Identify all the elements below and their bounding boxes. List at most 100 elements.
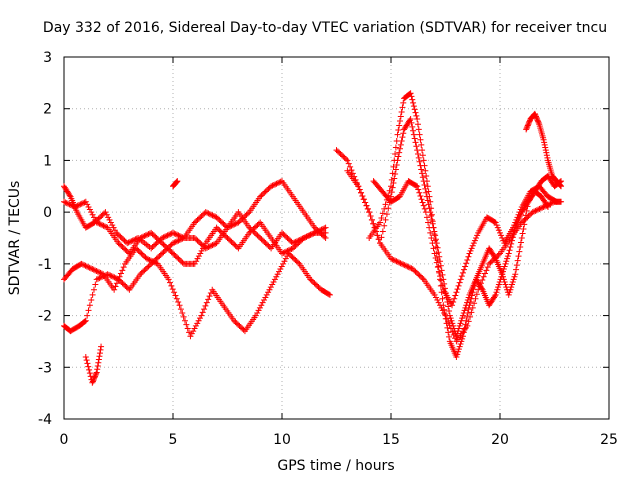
data-point [194, 320, 201, 327]
data-point [497, 229, 503, 236]
data-point [377, 219, 384, 226]
data-point [205, 210, 212, 217]
data-point [62, 199, 69, 206]
data-point [497, 276, 504, 283]
data-point [201, 306, 208, 313]
data-point [255, 220, 262, 227]
data-point [413, 112, 420, 119]
data-point [463, 260, 470, 267]
data-point [231, 317, 238, 324]
data-point [217, 218, 224, 225]
data-point [412, 109, 419, 116]
data-point [336, 149, 343, 156]
data-point [444, 324, 451, 331]
data-point [236, 322, 243, 329]
data-point [205, 296, 212, 303]
data-point [504, 255, 511, 262]
data-point [446, 312, 453, 319]
data-point [543, 149, 550, 156]
data-point [433, 259, 440, 266]
data-point [510, 224, 517, 231]
data-point [86, 366, 93, 373]
data-point [103, 224, 110, 231]
data-point [219, 219, 226, 226]
data-point [308, 277, 315, 284]
data-point [194, 255, 201, 262]
data-point [418, 141, 425, 148]
data-point [89, 266, 96, 273]
data-point [120, 236, 127, 243]
data-point [168, 282, 175, 289]
data-point [355, 183, 362, 190]
data-point [412, 139, 419, 146]
data-point [480, 273, 487, 280]
data-point [392, 166, 399, 173]
data-point [459, 335, 466, 342]
data-point [153, 255, 160, 262]
data-point [209, 242, 216, 249]
data-point [420, 157, 427, 164]
data-point [315, 227, 322, 234]
data-point [95, 220, 102, 227]
data-point [396, 122, 403, 129]
data-point [197, 214, 204, 221]
data-point [492, 291, 499, 298]
data-point [78, 260, 85, 267]
data-point [503, 258, 510, 265]
data-point [157, 238, 164, 245]
data-point [470, 240, 477, 247]
data-point [432, 236, 439, 243]
data-point [423, 214, 430, 221]
y-tick-label: -3 [38, 360, 52, 376]
data-point [440, 302, 447, 309]
data-point [273, 180, 280, 187]
data-point [283, 233, 290, 240]
data-point [462, 263, 469, 270]
data-point [505, 250, 512, 257]
data-point [137, 235, 144, 241]
data-point [96, 220, 103, 227]
data-point [310, 230, 317, 237]
data-point [499, 235, 506, 241]
y-axis-label: SDTVAR / TECUs [7, 181, 23, 296]
data-point [462, 321, 469, 328]
data-point [437, 273, 444, 280]
data-point [97, 274, 104, 281]
data-point [451, 295, 458, 302]
data-point [171, 251, 178, 258]
data-point [411, 106, 418, 113]
data-point [279, 250, 285, 257]
y-tick-label: -1 [38, 257, 52, 273]
data-point [82, 198, 89, 205]
data-point [95, 215, 102, 222]
data-point [531, 110, 538, 117]
data-point [266, 286, 273, 293]
data-point [409, 123, 416, 130]
data-point [220, 231, 227, 238]
data-point [495, 281, 502, 288]
data-point [171, 289, 178, 296]
data-point [494, 286, 501, 293]
data-point [174, 238, 181, 245]
data-point [366, 209, 373, 216]
data-point [155, 236, 162, 243]
data-point [172, 253, 179, 260]
data-point [150, 232, 157, 239]
data-point [192, 322, 199, 329]
data-point [267, 284, 274, 291]
data-point [522, 216, 529, 223]
data-point [148, 260, 155, 267]
data-point [456, 279, 463, 286]
data-point [312, 281, 319, 288]
data-point [429, 220, 436, 227]
data-point [407, 116, 414, 123]
data-point [373, 228, 380, 235]
data-point [460, 309, 467, 316]
data-point [246, 224, 253, 231]
data-point [216, 227, 223, 234]
data-point [422, 185, 429, 192]
data-point [112, 283, 119, 290]
data-point [535, 206, 542, 213]
data-point [96, 214, 103, 221]
data-point [188, 330, 195, 337]
